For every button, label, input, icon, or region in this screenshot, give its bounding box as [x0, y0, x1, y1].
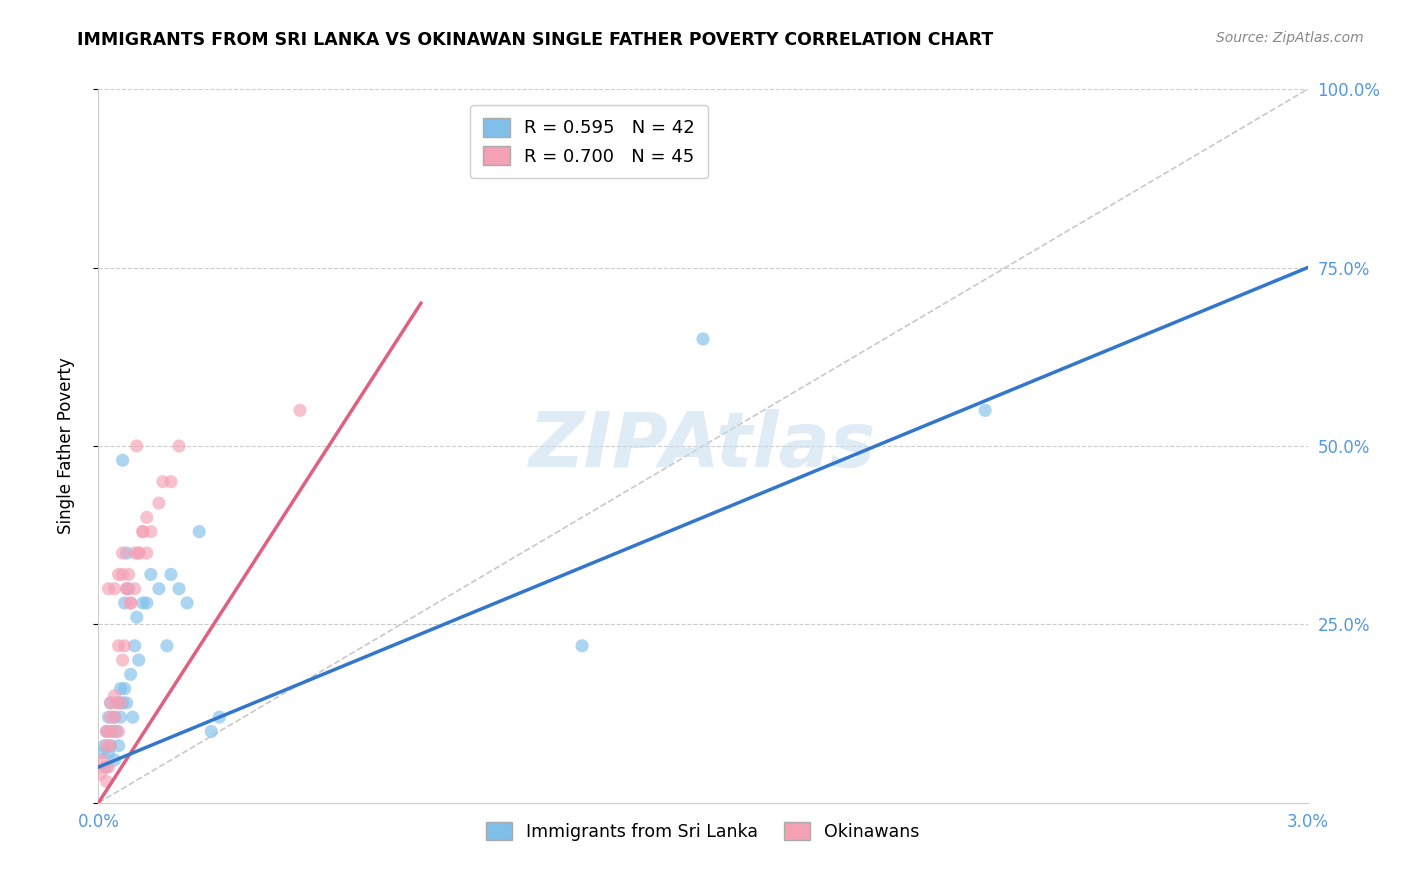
Point	[97, 582, 120, 596]
Point	[120, 667, 142, 681]
Y-axis label: Single Father Poverty: Single Father Poverty	[56, 358, 75, 534]
Point	[974, 403, 997, 417]
Point	[121, 710, 143, 724]
Point	[120, 596, 142, 610]
Point	[152, 475, 174, 489]
Point	[96, 724, 118, 739]
Point	[115, 582, 138, 596]
Point	[100, 739, 122, 753]
Point	[167, 582, 190, 596]
Point	[110, 710, 132, 724]
Point	[100, 739, 122, 753]
Point	[135, 596, 157, 610]
Point	[125, 610, 148, 624]
Point	[114, 639, 136, 653]
Text: ZIPAtlas: ZIPAtlas	[529, 409, 877, 483]
Point	[120, 596, 142, 610]
Point	[188, 524, 211, 539]
Point	[288, 403, 311, 417]
Point	[100, 696, 122, 710]
Point	[93, 739, 115, 753]
Point	[135, 510, 157, 524]
Point	[125, 439, 148, 453]
Point	[107, 567, 129, 582]
Point	[96, 739, 118, 753]
Point	[692, 332, 714, 346]
Point	[111, 453, 134, 467]
Point	[97, 710, 120, 724]
Point	[148, 496, 170, 510]
Point	[115, 696, 138, 710]
Point	[200, 724, 222, 739]
Point	[91, 746, 114, 760]
Point	[115, 546, 138, 560]
Point	[96, 724, 118, 739]
Point	[105, 724, 128, 739]
Point	[132, 524, 155, 539]
Point	[571, 639, 593, 653]
Point	[132, 596, 155, 610]
Point	[124, 582, 146, 596]
Point	[128, 546, 150, 560]
Point	[124, 546, 146, 560]
Point	[91, 753, 114, 767]
Point	[135, 546, 157, 560]
Point	[132, 524, 155, 539]
Point	[128, 653, 150, 667]
Point	[101, 724, 124, 739]
Point	[101, 724, 124, 739]
Point	[100, 710, 122, 724]
Point	[139, 524, 162, 539]
Point	[107, 696, 129, 710]
Point	[96, 760, 118, 774]
Point	[97, 746, 120, 760]
Point	[111, 653, 134, 667]
Point	[115, 582, 138, 596]
Point	[103, 710, 125, 724]
Point	[96, 774, 118, 789]
Point	[103, 710, 125, 724]
Point	[160, 567, 183, 582]
Point	[160, 475, 183, 489]
Legend: Immigrants from Sri Lanka, Okinawans: Immigrants from Sri Lanka, Okinawans	[479, 815, 927, 847]
Point	[167, 439, 190, 453]
Point	[103, 753, 125, 767]
Point	[114, 596, 136, 610]
Point	[100, 696, 122, 710]
Point	[128, 546, 150, 560]
Point	[110, 696, 132, 710]
Point	[107, 739, 129, 753]
Point	[111, 546, 134, 560]
Point	[97, 760, 120, 774]
Point	[139, 567, 162, 582]
Point	[103, 689, 125, 703]
Point	[114, 681, 136, 696]
Point	[89, 767, 111, 781]
Point	[156, 639, 179, 653]
Point	[111, 696, 134, 710]
Point	[93, 760, 115, 774]
Text: Source: ZipAtlas.com: Source: ZipAtlas.com	[1216, 31, 1364, 45]
Point	[118, 567, 141, 582]
Text: IMMIGRANTS FROM SRI LANKA VS OKINAWAN SINGLE FATHER POVERTY CORRELATION CHART: IMMIGRANTS FROM SRI LANKA VS OKINAWAN SI…	[77, 31, 994, 49]
Point	[148, 582, 170, 596]
Point	[97, 724, 120, 739]
Point	[111, 567, 134, 582]
Point	[124, 639, 146, 653]
Point	[103, 582, 125, 596]
Point	[110, 681, 132, 696]
Point	[105, 696, 128, 710]
Point	[176, 596, 198, 610]
Point	[118, 582, 141, 596]
Point	[208, 710, 231, 724]
Point	[107, 724, 129, 739]
Point	[107, 639, 129, 653]
